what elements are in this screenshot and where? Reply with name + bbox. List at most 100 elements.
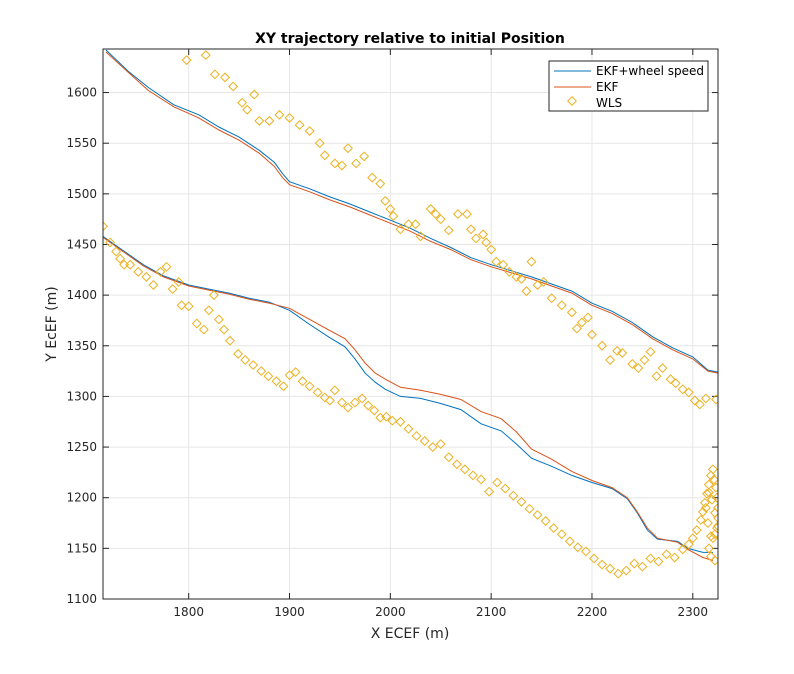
series-marker-wls [125, 259, 136, 270]
series-marker-wls [410, 219, 421, 230]
series-marker-wls [486, 244, 497, 255]
series-marker-wls [504, 266, 515, 277]
series-marker-wls [115, 253, 126, 264]
series-marker-wls [712, 492, 718, 503]
y-tick-label: 1150 [66, 541, 97, 555]
series-marker-wls [572, 542, 583, 553]
series-marker-wls [597, 559, 608, 570]
y-tick-label: 1450 [66, 237, 97, 251]
series-marker-wls [271, 376, 282, 387]
series-marker-wls [580, 546, 591, 557]
series-marker-wls [484, 486, 495, 497]
series-marker-wls [329, 385, 340, 396]
series-marker-wls [556, 529, 567, 540]
series-marker-wls [548, 523, 559, 534]
series-marker-wls [363, 400, 374, 411]
series-marker-wls [385, 204, 396, 215]
series-marker-wls [357, 393, 368, 404]
series-marker-wls [103, 221, 108, 232]
x-axis-label: X ECEF (m) [371, 626, 450, 642]
series-marker-wls [294, 120, 305, 130]
series-marker-wls [677, 544, 688, 555]
series-marker-wls [381, 411, 392, 422]
series-marker-wls [343, 402, 353, 413]
series-marker-wls [691, 525, 702, 536]
grid [103, 49, 718, 600]
series-marker-wls [532, 509, 543, 520]
axes-box [102, 48, 719, 600]
legend-label-ekf: EKF [596, 80, 618, 94]
series-marker-wls [687, 533, 698, 544]
series-line-ekf-wheel-speed [103, 235, 713, 553]
series-marker-wls [254, 115, 265, 126]
series-marker-wls [242, 104, 253, 115]
series-marker-wls [297, 376, 308, 387]
series-marker-wls [141, 271, 152, 282]
series-marker-wls [369, 405, 380, 416]
series-line-ekf [103, 236, 714, 561]
series-marker-wls [403, 219, 414, 230]
y-tick-label: 1550 [66, 136, 97, 150]
series-marker-wls [566, 307, 577, 318]
legend-marker-wls [567, 96, 577, 106]
series-marker-wls [304, 126, 315, 136]
y-tick-label: 1250 [66, 440, 97, 454]
series-marker-wls [264, 115, 275, 126]
series-marker-wls [209, 69, 220, 80]
series-marker-wls [703, 487, 714, 498]
series-marker-wls [713, 521, 718, 532]
series-marker-wls [343, 143, 353, 154]
series-marker-wls [661, 549, 672, 560]
series-line-ekf-wheel-speed [105, 49, 718, 373]
series-marker-wls [105, 237, 116, 248]
series-marker-wls [683, 539, 694, 550]
series-marker-wls [511, 271, 522, 282]
series-marker-wls [443, 452, 454, 463]
series-marker-wls [161, 261, 172, 272]
series-marker-wls [468, 470, 478, 481]
series-marker-wls [425, 204, 436, 214]
series-marker-wls [173, 277, 184, 287]
series-marker-wls [167, 284, 178, 294]
series-marker-wls [706, 494, 717, 505]
x-tick-label: 1800 [173, 605, 204, 619]
series-marker-wls [508, 490, 519, 501]
series-marker-wls [119, 259, 130, 270]
series-marker-wls [256, 366, 267, 377]
series-marker-wls [228, 81, 239, 92]
series-marker-wls [651, 371, 662, 382]
series-line-ekf [105, 51, 718, 374]
series-marker-wls [237, 97, 248, 108]
series-marker-wls [683, 387, 694, 398]
series-marker-wls [284, 112, 295, 123]
series-marker-wls [639, 355, 650, 365]
chart-title: XY trajectory relative to initial Positi… [255, 31, 565, 47]
series-marker-wls [710, 555, 718, 566]
series-marker-wls [538, 277, 549, 287]
series-marker-wls [403, 423, 414, 434]
series-marker-wls [697, 506, 708, 517]
series-marker-wls [459, 464, 470, 475]
series-marker-wls [540, 516, 551, 526]
series-marker-wls [645, 346, 656, 357]
series-marker-wls [708, 533, 718, 544]
series-marker-wls [613, 568, 624, 579]
y-tick-label: 1200 [66, 491, 97, 505]
series-marker-wls [556, 300, 567, 311]
series-marker-wls [375, 178, 386, 189]
series-marker-wls [203, 305, 214, 316]
legend: EKF+wheel speed EKF WLS [548, 60, 709, 112]
series-marker-wls [516, 496, 527, 507]
series-marker-wls [621, 565, 632, 576]
series-marker-wls [351, 158, 362, 169]
series-marker-wls [350, 397, 360, 408]
series-marker-wls [704, 543, 714, 554]
series-marker-wls [521, 286, 532, 297]
series-marker-wls [181, 55, 192, 66]
series-marker-wls [703, 479, 714, 490]
series-marker-wls [516, 273, 527, 284]
series-marker-wls [500, 483, 511, 494]
series-marker-wls [605, 563, 616, 574]
series-marker-wls [314, 138, 325, 149]
series-marker-wls [669, 552, 680, 563]
